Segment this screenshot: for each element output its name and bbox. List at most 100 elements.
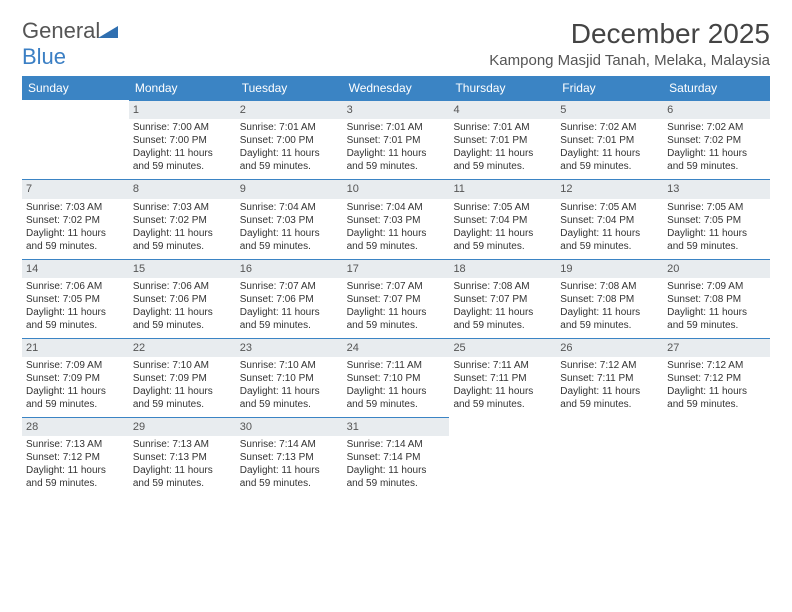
daylight-text-1: Daylight: 11 hours [347, 464, 446, 477]
daylight-text-2: and 59 minutes. [453, 240, 552, 253]
day-number: 22 [129, 338, 236, 357]
day-number: 2 [236, 100, 343, 119]
day-body: Sunrise: 7:01 AMSunset: 7:01 PMDaylight:… [449, 119, 556, 179]
day-body: Sunrise: 7:09 AMSunset: 7:08 PMDaylight:… [663, 278, 770, 338]
day-cell: 10Sunrise: 7:04 AMSunset: 7:03 PMDayligh… [343, 179, 450, 258]
day-cell: 14Sunrise: 7:06 AMSunset: 7:05 PMDayligh… [22, 259, 129, 338]
sunset-text: Sunset: 7:10 PM [240, 372, 339, 385]
daylight-text-2: and 59 minutes. [133, 398, 232, 411]
day-number: 16 [236, 259, 343, 278]
day-cell: 11Sunrise: 7:05 AMSunset: 7:04 PMDayligh… [449, 179, 556, 258]
daylight-text-2: and 59 minutes. [453, 160, 552, 173]
daylight-text-2: and 59 minutes. [240, 477, 339, 490]
day-body: Sunrise: 7:03 AMSunset: 7:02 PMDaylight:… [22, 199, 129, 259]
day-body: Sunrise: 7:00 AMSunset: 7:00 PMDaylight:… [129, 119, 236, 179]
daylight-text-1: Daylight: 11 hours [347, 147, 446, 160]
day-number: 9 [236, 179, 343, 198]
empty-cell [22, 100, 129, 179]
daylight-text-1: Daylight: 11 hours [240, 227, 339, 240]
header: General Blue December 2025 Kampong Masji… [22, 18, 770, 70]
sunrise-text: Sunrise: 7:05 AM [667, 201, 766, 214]
daylight-text-1: Daylight: 11 hours [133, 306, 232, 319]
daylight-text-1: Daylight: 11 hours [26, 385, 125, 398]
logo: General Blue [22, 18, 118, 70]
sunset-text: Sunset: 7:07 PM [453, 293, 552, 306]
daylight-text-2: and 59 minutes. [26, 477, 125, 490]
day-number: 30 [236, 417, 343, 436]
day-number: 29 [129, 417, 236, 436]
day-number: 5 [556, 100, 663, 119]
daylight-text-1: Daylight: 11 hours [560, 385, 659, 398]
day-cell: 4Sunrise: 7:01 AMSunset: 7:01 PMDaylight… [449, 100, 556, 179]
daylight-text-1: Daylight: 11 hours [133, 227, 232, 240]
day-body: Sunrise: 7:11 AMSunset: 7:10 PMDaylight:… [343, 357, 450, 417]
sunset-text: Sunset: 7:13 PM [133, 451, 232, 464]
day-number: 24 [343, 338, 450, 357]
sunset-text: Sunset: 7:03 PM [347, 214, 446, 227]
daylight-text-2: and 59 minutes. [453, 319, 552, 332]
daylight-text-2: and 59 minutes. [667, 398, 766, 411]
daylight-text-1: Daylight: 11 hours [667, 147, 766, 160]
daylight-text-2: and 59 minutes. [240, 240, 339, 253]
day-cell: 22Sunrise: 7:10 AMSunset: 7:09 PMDayligh… [129, 338, 236, 417]
location-text: Kampong Masjid Tanah, Melaka, Malaysia [489, 52, 770, 69]
sunset-text: Sunset: 7:14 PM [347, 451, 446, 464]
day-body: Sunrise: 7:06 AMSunset: 7:05 PMDaylight:… [22, 278, 129, 338]
daylight-text-2: and 59 minutes. [667, 240, 766, 253]
daylight-text-2: and 59 minutes. [26, 240, 125, 253]
sunset-text: Sunset: 7:01 PM [453, 134, 552, 147]
day-cell: 17Sunrise: 7:07 AMSunset: 7:07 PMDayligh… [343, 259, 450, 338]
day-number: 23 [236, 338, 343, 357]
day-body: Sunrise: 7:02 AMSunset: 7:01 PMDaylight:… [556, 119, 663, 179]
day-body: Sunrise: 7:08 AMSunset: 7:08 PMDaylight:… [556, 278, 663, 338]
day-number: 18 [449, 259, 556, 278]
sunrise-text: Sunrise: 7:00 AM [133, 121, 232, 134]
day-body: Sunrise: 7:01 AMSunset: 7:01 PMDaylight:… [343, 119, 450, 179]
sunrise-text: Sunrise: 7:01 AM [453, 121, 552, 134]
day-number: 20 [663, 259, 770, 278]
sunrise-text: Sunrise: 7:04 AM [240, 201, 339, 214]
daylight-text-1: Daylight: 11 hours [560, 227, 659, 240]
day-number: 26 [556, 338, 663, 357]
day-body: Sunrise: 7:01 AMSunset: 7:00 PMDaylight:… [236, 119, 343, 179]
logo-triangle-icon [98, 18, 118, 44]
sunrise-text: Sunrise: 7:03 AM [133, 201, 232, 214]
sunrise-text: Sunrise: 7:08 AM [453, 280, 552, 293]
weekday-row: Sunday Monday Tuesday Wednesday Thursday… [22, 76, 770, 100]
day-cell: 29Sunrise: 7:13 AMSunset: 7:13 PMDayligh… [129, 417, 236, 496]
sunset-text: Sunset: 7:07 PM [347, 293, 446, 306]
day-number: 14 [22, 259, 129, 278]
daylight-text-2: and 59 minutes. [133, 477, 232, 490]
daylight-text-1: Daylight: 11 hours [26, 227, 125, 240]
day-number: 4 [449, 100, 556, 119]
day-body: Sunrise: 7:11 AMSunset: 7:11 PMDaylight:… [449, 357, 556, 417]
day-number: 3 [343, 100, 450, 119]
daylight-text-1: Daylight: 11 hours [26, 306, 125, 319]
day-body: Sunrise: 7:05 AMSunset: 7:05 PMDaylight:… [663, 199, 770, 259]
day-cell: 25Sunrise: 7:11 AMSunset: 7:11 PMDayligh… [449, 338, 556, 417]
day-body: Sunrise: 7:04 AMSunset: 7:03 PMDaylight:… [236, 199, 343, 259]
sunset-text: Sunset: 7:04 PM [453, 214, 552, 227]
weekday-thu: Thursday [449, 76, 556, 100]
daylight-text-1: Daylight: 11 hours [453, 147, 552, 160]
day-cell: 12Sunrise: 7:05 AMSunset: 7:04 PMDayligh… [556, 179, 663, 258]
sunrise-text: Sunrise: 7:01 AM [347, 121, 446, 134]
sunrise-text: Sunrise: 7:05 AM [453, 201, 552, 214]
logo-text: General Blue [22, 18, 118, 70]
day-body: Sunrise: 7:05 AMSunset: 7:04 PMDaylight:… [556, 199, 663, 259]
sunset-text: Sunset: 7:02 PM [667, 134, 766, 147]
day-number: 15 [129, 259, 236, 278]
daylight-text-2: and 59 minutes. [560, 240, 659, 253]
day-cell: 16Sunrise: 7:07 AMSunset: 7:06 PMDayligh… [236, 259, 343, 338]
sunset-text: Sunset: 7:05 PM [26, 293, 125, 306]
day-number: 11 [449, 179, 556, 198]
daylight-text-2: and 59 minutes. [347, 477, 446, 490]
daylight-text-1: Daylight: 11 hours [347, 227, 446, 240]
sunrise-text: Sunrise: 7:13 AM [26, 438, 125, 451]
daylight-text-1: Daylight: 11 hours [133, 464, 232, 477]
daylight-text-1: Daylight: 11 hours [560, 147, 659, 160]
daylight-text-2: and 59 minutes. [240, 160, 339, 173]
sunrise-text: Sunrise: 7:01 AM [240, 121, 339, 134]
day-number: 28 [22, 417, 129, 436]
week-row: 28Sunrise: 7:13 AMSunset: 7:12 PMDayligh… [22, 417, 770, 496]
